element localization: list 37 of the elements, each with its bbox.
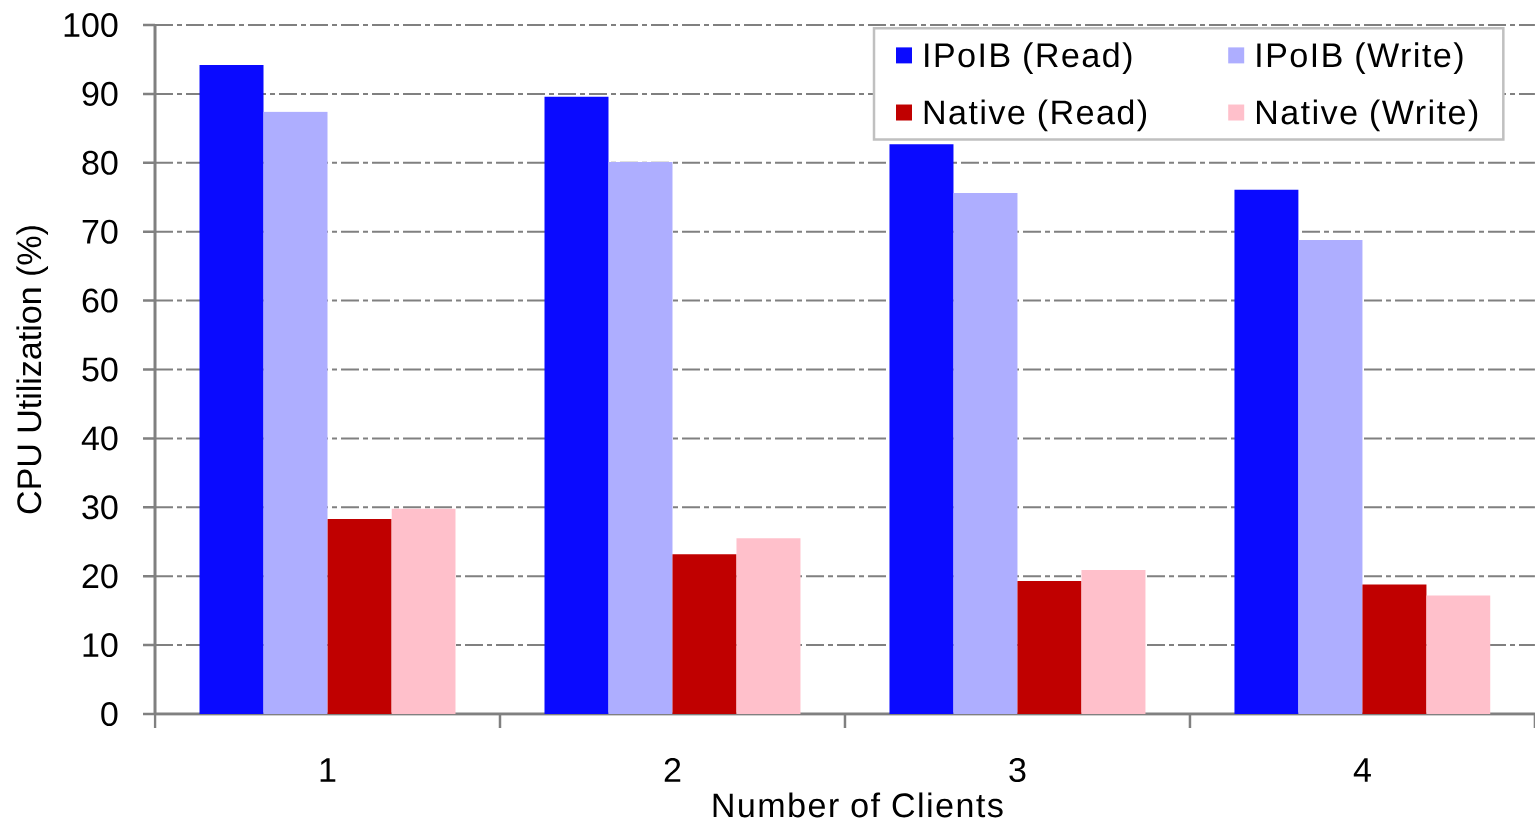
bar (672, 554, 737, 714)
legend-label: Native (Read) (924, 99, 1147, 132)
bar (391, 508, 456, 714)
bar (1234, 189, 1299, 714)
bar (889, 144, 954, 714)
bar (1298, 239, 1363, 714)
y-tick-label: 50 (82, 357, 118, 382)
bar (736, 538, 801, 714)
x-tick-label: 2 (664, 758, 681, 782)
y-tick-label: 60 (82, 288, 118, 313)
bar (327, 519, 392, 714)
y-tick-label: 40 (81, 426, 118, 451)
x-tick-label: 3 (1009, 757, 1026, 783)
y-tick-label: 90 (82, 81, 118, 106)
bar (1017, 581, 1082, 714)
bar (263, 111, 328, 714)
y-tick-label: 0 (101, 701, 118, 727)
legend-label: IPoIB (Read) (925, 42, 1132, 74)
x-axis-title: Number of Clients (713, 792, 1003, 818)
x-tick-label: 4 (1353, 758, 1371, 782)
bar (1081, 569, 1146, 714)
y-tick-label: 30 (82, 495, 118, 520)
y-tick-label: 80 (82, 150, 118, 175)
legend-label: Native (Write) (1257, 99, 1478, 132)
bar (544, 96, 609, 714)
bar (1362, 584, 1427, 714)
y-tick-label: 100 (64, 12, 118, 38)
bar (199, 64, 264, 714)
legend-label: IPoIB (Write) (1257, 42, 1463, 74)
bar (1426, 595, 1491, 714)
y-tick-label: 20 (82, 564, 118, 589)
bar (608, 162, 673, 714)
y-tick-label: 70 (82, 219, 118, 244)
y-tick-label: 10 (83, 633, 118, 658)
x-tick-label: 1 (320, 758, 336, 782)
y-axis-title: CPU Utilization (%) (16, 226, 49, 514)
bar (953, 193, 1018, 714)
